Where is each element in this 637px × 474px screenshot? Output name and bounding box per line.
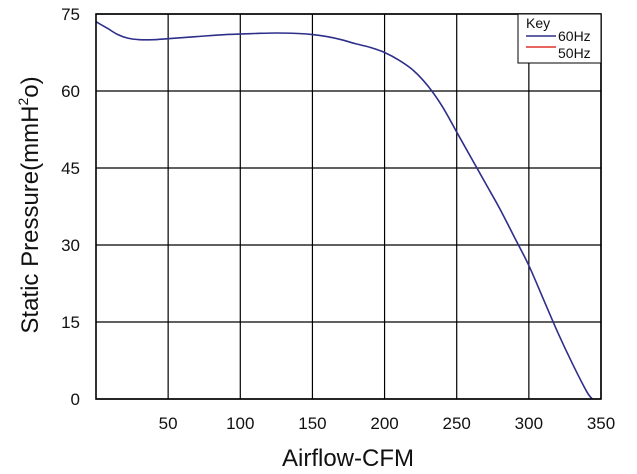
series-line-60hz xyxy=(95,21,593,400)
x-tick-label-200: 200 xyxy=(370,414,398,433)
legend: Key 60Hz 50Hz xyxy=(517,13,602,64)
legend-title: Key xyxy=(526,15,550,31)
legend-label-50hz: 50Hz xyxy=(558,45,591,61)
legend-label-60hz: 60Hz xyxy=(558,28,591,44)
x-tick-label-100: 100 xyxy=(226,414,254,433)
y-axis-label-tail: o) xyxy=(17,76,44,97)
x-tick-label-350: 350 xyxy=(587,414,615,433)
y-tick-label-0: 0 xyxy=(71,390,80,409)
y-tick-label-30: 30 xyxy=(61,236,80,255)
y-tick-label-60: 60 xyxy=(61,82,80,101)
y-axis-label: Static Pressure(mmH2o) xyxy=(15,76,44,333)
y-tick-label-75: 75 xyxy=(61,5,80,24)
x-tick-label-300: 300 xyxy=(515,414,543,433)
y-tick-label-15: 15 xyxy=(61,313,80,332)
x-tick-labels: 50 100 150 200 250 300 350 xyxy=(159,414,616,433)
plot-area xyxy=(96,14,601,399)
y-axis-label-superscript: 2 xyxy=(15,98,31,106)
x-tick-label-50: 50 xyxy=(159,414,178,433)
y-tick-labels: 0 15 30 45 60 75 xyxy=(61,5,80,409)
x-tick-label-150: 150 xyxy=(298,414,326,433)
legend-box xyxy=(517,13,602,64)
x-tick-label-250: 250 xyxy=(443,414,471,433)
series-lines xyxy=(95,21,593,400)
x-axis-label: Airflow-CFM xyxy=(282,445,414,472)
y-tick-label-45: 45 xyxy=(61,159,80,178)
plot-frame xyxy=(95,13,602,400)
